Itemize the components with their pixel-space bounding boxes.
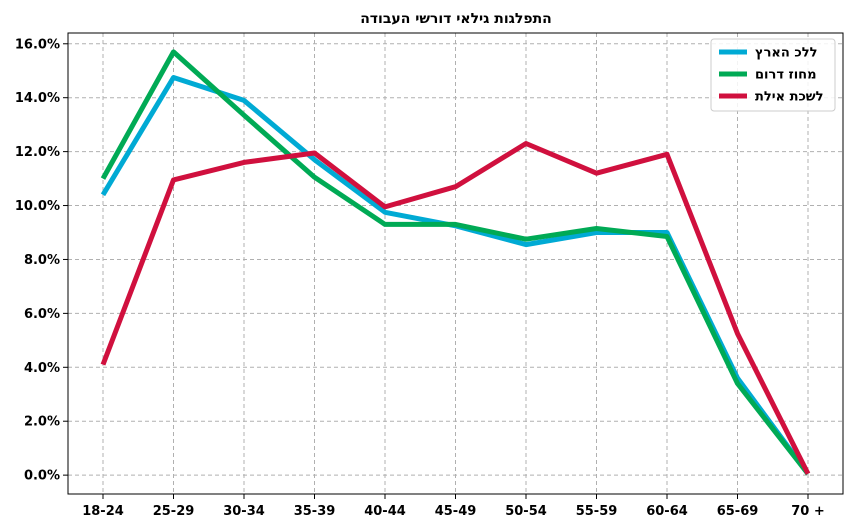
y-tick-label: 4.0% xyxy=(24,361,60,376)
grid xyxy=(68,33,843,494)
y-tick-label: 10.0% xyxy=(15,199,60,214)
series-line-2 xyxy=(100,141,811,475)
x-tick-label: 18-24 xyxy=(82,504,124,519)
legend-box xyxy=(710,38,836,112)
y-tick-label: 12.0% xyxy=(15,145,60,160)
x-tick-label: 65-69 xyxy=(717,504,759,519)
x-tick-label: 40-44 xyxy=(364,504,406,519)
legend-label: לשכת אילת xyxy=(755,90,824,105)
series-line-1 xyxy=(100,49,810,476)
x-tick-label: 25-29 xyxy=(153,504,195,519)
x-tick-label: 70 + xyxy=(791,504,825,519)
x-tick-label: 35-39 xyxy=(294,504,336,519)
y-tick-label: 16.0% xyxy=(15,37,60,52)
legend: ללכ הארץ מחוז דרום לשכת אילת xyxy=(710,38,836,112)
x-tick-label: 45-49 xyxy=(435,504,477,519)
y-tick-label: 8.0% xyxy=(24,253,60,268)
x-tick-label: 30-34 xyxy=(223,504,265,519)
series-lines xyxy=(100,49,811,476)
chart-title: התפלגות גילאי דורשי העבודה xyxy=(360,11,552,27)
x-tick-label: 50-54 xyxy=(505,504,547,519)
y-tick-label: 6.0% xyxy=(24,307,60,322)
y-tick-label: 2.0% xyxy=(24,415,60,430)
x-tick-label: 60-64 xyxy=(646,504,688,519)
axes: 18-24 25-29 30-34 35-39 40-44 45-49 50-54 55-59… xyxy=(15,37,825,519)
y-tick-label: 14.0% xyxy=(15,91,60,106)
legend-label: ללכ הארץ xyxy=(755,46,817,61)
y-tick-label: 0.0% xyxy=(24,469,60,484)
legend-label: מחוז דרום xyxy=(755,68,817,83)
x-tick-label: 55-59 xyxy=(576,504,618,519)
